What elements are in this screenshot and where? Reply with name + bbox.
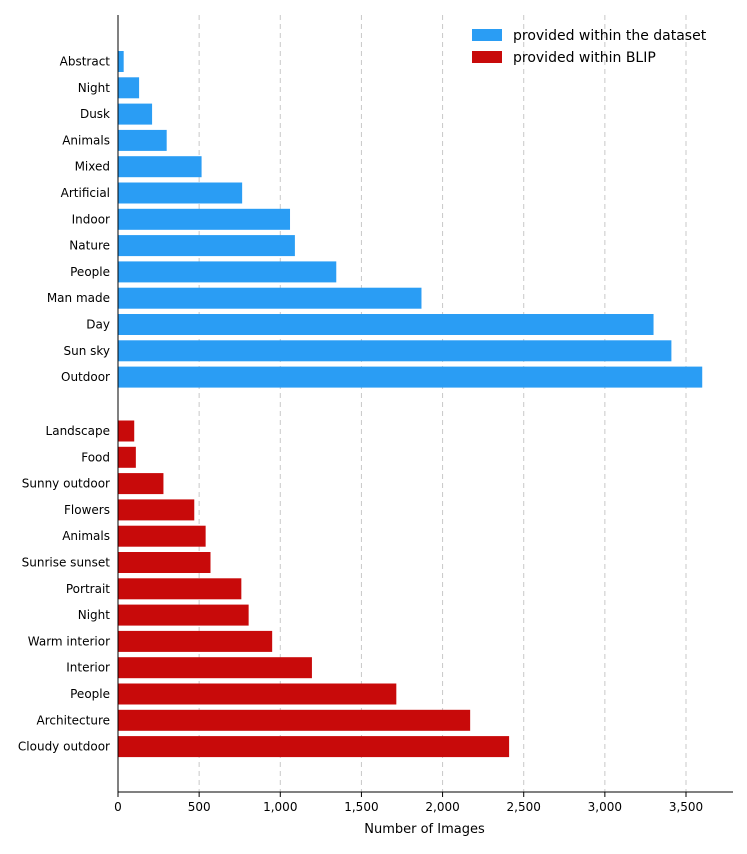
bar-blip-sunny-outdoor <box>118 473 164 495</box>
category-label: Outdoor <box>61 370 110 384</box>
axes <box>117 15 733 793</box>
category-label: Abstract <box>60 55 111 69</box>
bar-dataset-outdoor <box>118 366 703 388</box>
legend-label: provided within BLIP <box>513 50 656 66</box>
bar-dataset-abstract <box>118 51 124 72</box>
legend-swatch <box>472 51 502 63</box>
x-tick-label: 2,000 <box>425 800 459 814</box>
x-tick-label: 3,000 <box>588 800 622 814</box>
bar-dataset-night <box>118 77 140 99</box>
bar-blip-landscape <box>118 420 135 442</box>
category-label: Sunny outdoor <box>22 477 110 491</box>
bar-blip-sunrise-sunset <box>118 552 211 573</box>
category-label: Flowers <box>64 503 110 517</box>
category-label: Mixed <box>75 160 110 174</box>
category-label: Animals <box>62 529 110 543</box>
bar-blip-night <box>118 604 249 626</box>
category-label: Night <box>78 81 111 95</box>
category-label: Day <box>86 318 110 332</box>
bars <box>118 51 703 758</box>
bar-dataset-indoor <box>118 208 291 230</box>
grid-lines <box>198 15 687 792</box>
bar-dataset-man-made <box>118 287 422 309</box>
category-label: Sun sky <box>63 344 110 358</box>
bar-dataset-dusk <box>118 103 153 125</box>
category-label: Animals <box>62 133 110 147</box>
bar-dataset-nature <box>118 235 295 257</box>
category-label: Night <box>78 608 111 622</box>
bar-dataset-day <box>118 314 654 335</box>
category-label: Landscape <box>46 424 110 438</box>
category-label: Sunrise sunset <box>22 556 111 570</box>
legend: provided within the dataset provided with… <box>472 28 707 66</box>
x-axis-ticks: 0 500 1,000 1,500 2,000 2,500 3,000 3,500 <box>114 792 703 814</box>
bar-blip-architecture <box>118 709 471 731</box>
bar-blip-cloudy-outdoor <box>118 736 510 758</box>
category-label: Interior <box>66 661 110 675</box>
x-axis-title: Number of Images <box>364 822 485 837</box>
category-label: Nature <box>69 239 110 253</box>
category-label: Man made <box>47 291 110 305</box>
category-label: Cloudy outdoor <box>18 740 110 754</box>
bar-dataset-artificial <box>118 182 243 204</box>
x-tick-label: 1,000 <box>263 800 297 814</box>
x-tick-label: 0 <box>114 800 122 814</box>
bar-blip-food <box>118 446 136 468</box>
x-tick-label: 500 <box>188 800 211 814</box>
bar-blip-warm-interior <box>118 630 273 652</box>
x-tick-label: 2,500 <box>507 800 541 814</box>
category-label: Dusk <box>80 107 110 121</box>
category-label: Indoor <box>72 212 110 226</box>
category-label: Portrait <box>66 582 110 596</box>
legend-swatch <box>472 29 502 41</box>
bar-blip-animals <box>118 525 206 547</box>
category-label: Warm interior <box>28 634 110 648</box>
category-label: People <box>70 687 110 701</box>
x-tick-label: 3,500 <box>669 800 703 814</box>
bar-blip-flowers <box>118 499 195 521</box>
category-label: Food <box>81 450 110 464</box>
category-label: Architecture <box>37 713 110 727</box>
category-label: People <box>70 265 110 279</box>
category-labels: Abstract Night Dusk Animals Mixed Artificial I… <box>18 55 110 754</box>
bar-blip-portrait <box>118 578 242 600</box>
legend-label: provided within the dataset <box>513 28 707 44</box>
bar-dataset-animals <box>118 129 167 151</box>
x-tick-label: 1,500 <box>344 800 378 814</box>
bar-blip-people <box>118 683 397 705</box>
bar-dataset-people <box>118 261 337 283</box>
bar-blip-interior <box>118 657 312 679</box>
bar-dataset-sun-sky <box>118 340 672 362</box>
bar-dataset-mixed <box>118 156 202 178</box>
category-label: Artificial <box>61 186 110 200</box>
